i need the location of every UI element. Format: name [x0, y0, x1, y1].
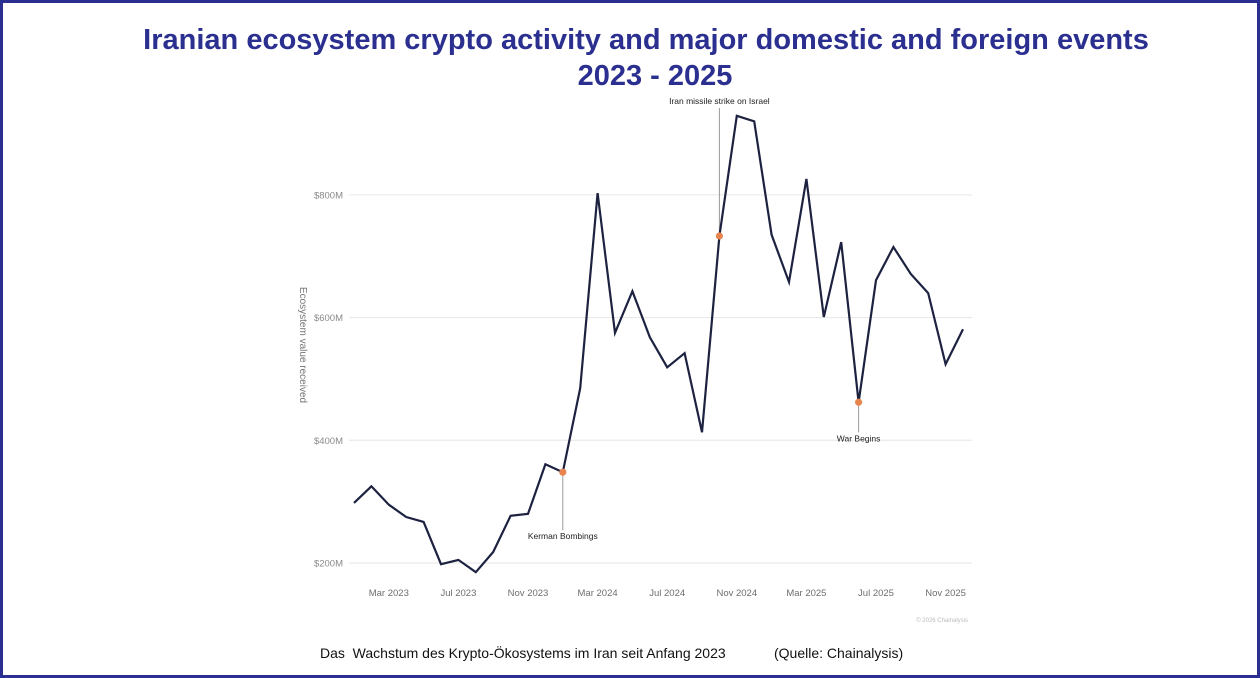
- chart-title-line-1: Iranian ecosystem crypto activity and ma…: [143, 24, 1149, 56]
- data-point: [962, 328, 964, 330]
- data-point: [440, 563, 442, 565]
- y-tick-label: $200M: [314, 559, 343, 570]
- data-point: [736, 115, 738, 117]
- data-point: [544, 463, 546, 465]
- data-point: [770, 234, 772, 236]
- data-points: [353, 115, 964, 574]
- gridlines: [349, 194, 972, 564]
- data-point: [631, 290, 633, 292]
- annotations: Kerman Bombings Iran missile strike on Is…: [528, 96, 881, 541]
- y-tick-label: $800M: [314, 190, 343, 201]
- data-point: [614, 332, 616, 334]
- data-point: [753, 120, 755, 122]
- y-axis-label: Ecosystem value received: [297, 287, 308, 403]
- series-line: [353, 114, 964, 574]
- data-point: [422, 521, 424, 523]
- y-axis-tick-labels: $200M $400M $600M $800M: [314, 190, 343, 569]
- x-tick-label: Nov 2023: [508, 588, 549, 599]
- annotation-label: Iran missile strike on Israel: [669, 96, 770, 106]
- data-point: [596, 192, 598, 194]
- event-marker: [855, 398, 863, 406]
- annotation-label: War Begins: [837, 433, 881, 443]
- data-point: [840, 241, 842, 243]
- data-point: [701, 431, 703, 433]
- data-point: [509, 515, 511, 517]
- data-point: [579, 387, 581, 389]
- data-point: [370, 485, 372, 487]
- chart-title-line-2: 2023 - 2025: [577, 60, 733, 92]
- data-point: [927, 292, 929, 294]
- data-point: [457, 559, 459, 561]
- x-tick-label: Mar 2023: [369, 588, 409, 599]
- y-tick-label: $600M: [314, 313, 343, 324]
- data-point: [683, 352, 685, 354]
- data-point: [388, 504, 390, 506]
- data-point: [527, 513, 529, 515]
- annotation-label: Kerman Bombings: [528, 531, 598, 541]
- data-point: [875, 279, 877, 281]
- data-point: [353, 502, 355, 504]
- figure-source: (Quelle: Chainalysis): [774, 645, 904, 661]
- data-point: [788, 281, 790, 283]
- x-tick-label: Jul 2023: [440, 588, 476, 599]
- figure-caption: Das Wachstum des Krypto-Ökosystems im Ir…: [320, 645, 726, 661]
- event-markers: [559, 232, 863, 476]
- data-point: [944, 363, 946, 365]
- data-point: [666, 366, 668, 368]
- data-point: [910, 273, 912, 275]
- data-point: [805, 178, 807, 180]
- watermark: © 2026 Chainalysis: [916, 617, 968, 624]
- data-point: [492, 551, 494, 553]
- data-point: [892, 246, 894, 248]
- event-marker: [715, 232, 724, 240]
- data-point: [649, 336, 651, 338]
- chart-title: Iranian ecosystem crypto activity and ma…: [3, 22, 1257, 94]
- x-tick-label: Mar 2024: [578, 588, 618, 599]
- data-point: [475, 571, 477, 573]
- y-tick-label: $400M: [314, 436, 343, 447]
- x-tick-label: Mar 2025: [786, 588, 826, 599]
- x-tick-label: Nov 2024: [716, 588, 757, 599]
- x-tick-label: Nov 2025: [925, 588, 966, 599]
- event-marker: [559, 468, 567, 476]
- data-point: [405, 516, 407, 518]
- x-axis-tick-labels: Mar 2023 Jul 2023 Nov 2023 Mar 2024 Jul 2024…: [369, 588, 966, 599]
- x-tick-label: Jul 2025: [858, 588, 894, 599]
- x-tick-label: Jul 2024: [649, 588, 685, 599]
- data-point: [823, 316, 825, 318]
